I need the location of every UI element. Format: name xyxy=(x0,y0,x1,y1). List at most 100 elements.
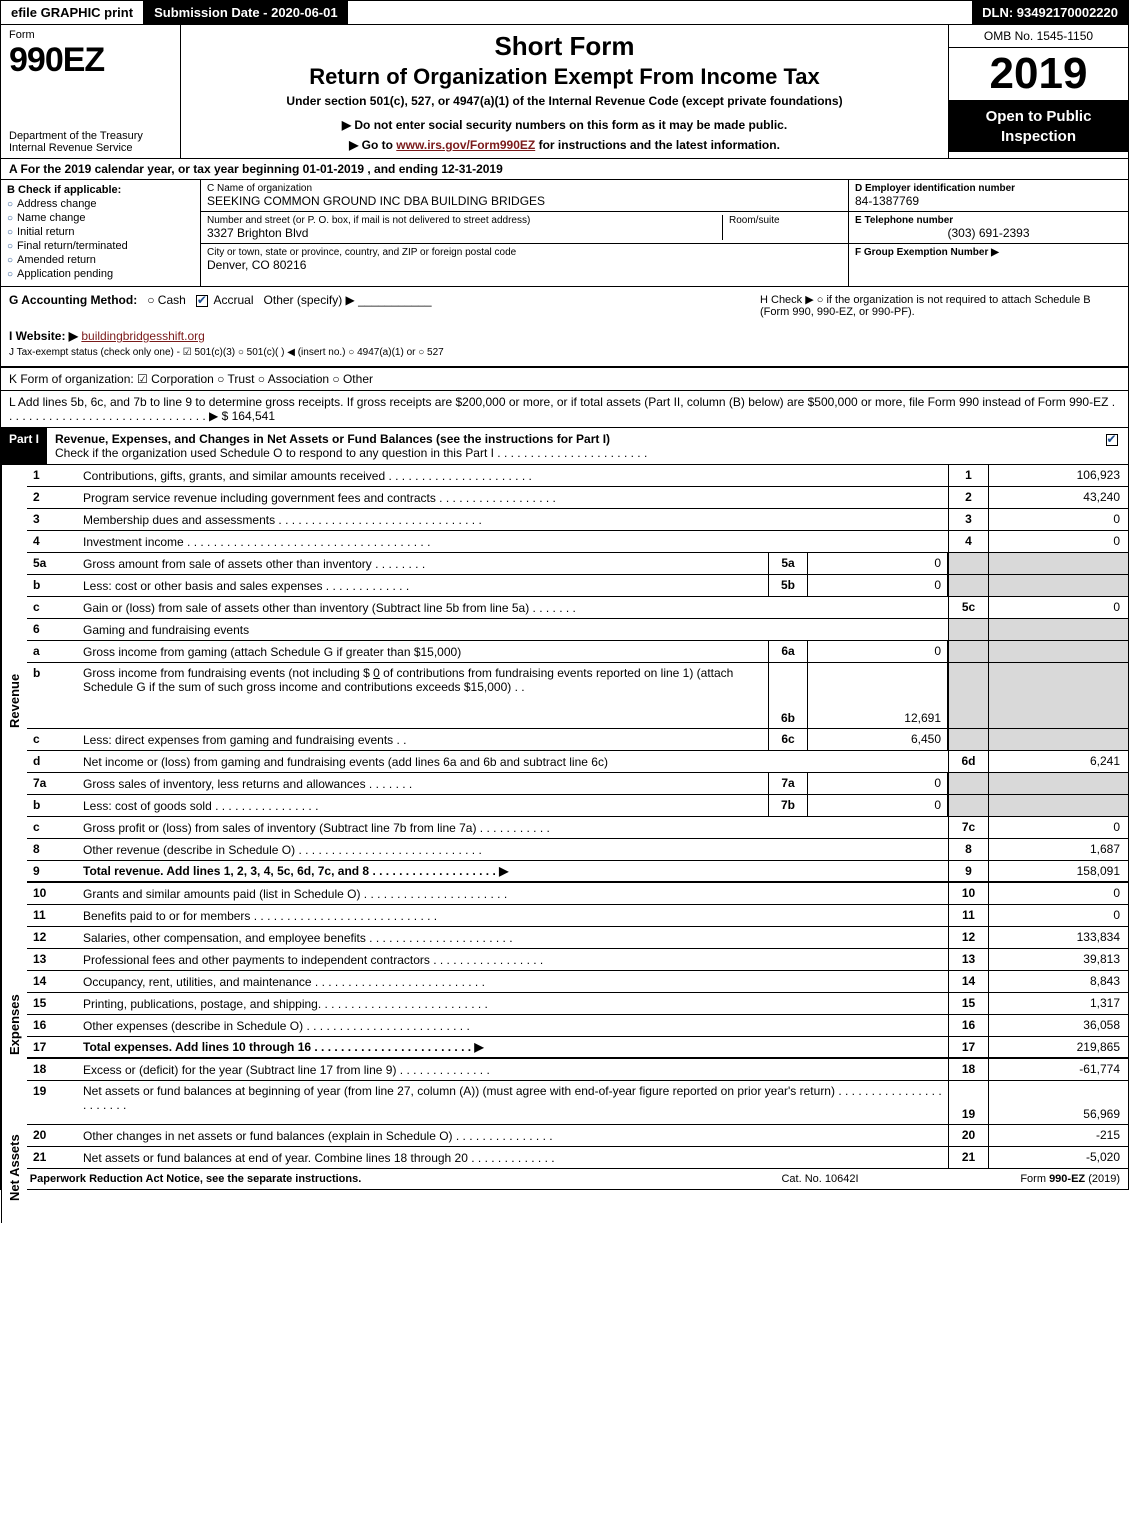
chk-name-change[interactable]: Name change xyxy=(7,212,194,224)
acct-cash[interactable]: Cash xyxy=(158,293,186,307)
website-link[interactable]: buildingbridgesshift.org xyxy=(81,329,204,343)
line-15: 15 Printing, publications, postage, and … xyxy=(1,993,1128,1015)
l7c-num: c xyxy=(27,817,77,838)
line-j: J Tax-exempt status (check only one) - ☑… xyxy=(9,347,1120,358)
l7c-col: 7c xyxy=(948,817,988,838)
street-value: 3327 Brighton Blvd xyxy=(207,226,722,240)
l2-num: 2 xyxy=(27,487,77,508)
footer-right: Form 990-EZ (2019) xyxy=(920,1173,1120,1185)
l17-col: 17 xyxy=(948,1037,988,1057)
chk-amended-return[interactable]: Amended return xyxy=(7,254,194,266)
line-l-amount: 164,541 xyxy=(232,409,275,423)
street-label: Number and street (or P. O. box, if mail… xyxy=(207,215,722,226)
efile-button[interactable]: efile GRAPHIC print xyxy=(1,1,144,24)
line-14: 14 Occupancy, rent, utilities, and maint… xyxy=(1,971,1128,993)
l6d-col: 6d xyxy=(948,751,988,772)
l6a-desc: Gross income from gaming (attach Schedul… xyxy=(77,641,768,662)
line-19: 19 Net assets or fund balances at beginn… xyxy=(1,1081,1128,1125)
line-6d: d Net income or (loss) from gaming and f… xyxy=(1,751,1128,773)
l7a-num: 7a xyxy=(27,773,77,794)
l21-val: -5,020 xyxy=(988,1147,1128,1168)
l9-desc: Total revenue. Add lines 1, 2, 3, 4, 5c,… xyxy=(77,861,948,881)
l7c-desc: Gross profit or (loss) from sales of inv… xyxy=(77,817,948,838)
l16-num: 16 xyxy=(27,1015,77,1036)
l6a-sn: 6a xyxy=(768,641,808,662)
form-header: Form 990EZ Department of the Treasury In… xyxy=(0,25,1129,159)
l12-col: 12 xyxy=(948,927,988,948)
l10-col: 10 xyxy=(948,883,988,904)
line-l-text: L Add lines 5b, 6c, and 7b to line 9 to … xyxy=(9,395,1115,423)
line-1: 1 Contributions, gifts, grants, and simi… xyxy=(1,465,1128,487)
acct-accrual: Accrual xyxy=(214,293,254,307)
chk-initial-return[interactable]: Initial return xyxy=(7,226,194,238)
l20-num: 20 xyxy=(27,1125,77,1146)
l4-col: 4 xyxy=(948,531,988,552)
l18-desc: Excess or (deficit) for the year (Subtra… xyxy=(77,1059,948,1080)
city-label: City or town, state or province, country… xyxy=(207,247,842,258)
dept-line1: Department of the Treasury xyxy=(9,130,172,142)
l5a-val-grey xyxy=(988,553,1128,574)
omb-number: OMB No. 1545-1150 xyxy=(949,25,1128,48)
l6b-col-grey xyxy=(948,663,988,728)
l5a-desc: Gross amount from sale of assets other t… xyxy=(77,553,768,574)
line-h: H Check ▶ ○ if the organization is not r… xyxy=(760,293,1120,318)
line-g-h-i: G Accounting Method: ○ Cash Accrual Othe… xyxy=(1,287,1128,367)
line-7a: 7a Gross sales of inventory, less return… xyxy=(1,773,1128,795)
l4-val: 0 xyxy=(988,531,1128,552)
ein-value: 84-1387769 xyxy=(855,194,1122,208)
l6-desc: Gaming and fundraising events xyxy=(77,619,948,640)
acct-other[interactable]: Other (specify) ▶ xyxy=(264,293,355,307)
chk-address-change[interactable]: Address change xyxy=(7,198,194,210)
part1-header-row: Part I Revenue, Expenses, and Changes in… xyxy=(0,428,1129,465)
l15-desc: Printing, publications, postage, and shi… xyxy=(77,993,948,1014)
line-16: 16 Other expenses (describe in Schedule … xyxy=(1,1015,1128,1037)
part1-checkbox[interactable] xyxy=(1098,428,1128,464)
l6c-num: c xyxy=(27,729,77,750)
section-revenue-label: Revenue xyxy=(1,465,27,937)
l6a-num: a xyxy=(27,641,77,662)
footer-left: For Paperwork Reduction Act Notice, see … xyxy=(9,1173,720,1185)
l5c-val: 0 xyxy=(988,597,1128,618)
l13-num: 13 xyxy=(27,949,77,970)
l16-col: 16 xyxy=(948,1015,988,1036)
l20-val: -215 xyxy=(988,1125,1128,1146)
l15-col: 15 xyxy=(948,993,988,1014)
note-ssn: ▶ Do not enter social security numbers o… xyxy=(191,118,938,132)
page-footer: For Paperwork Reduction Act Notice, see … xyxy=(0,1169,1129,1190)
open-to-public: Open to Public Inspection xyxy=(949,101,1128,152)
l19-val: 56,969 xyxy=(988,1081,1128,1124)
l1-col: 1 xyxy=(948,465,988,486)
l3-desc: Membership dues and assessments . . . . … xyxy=(77,509,948,530)
acct-accrual-checkbox[interactable] xyxy=(196,295,208,307)
l7c-val: 0 xyxy=(988,817,1128,838)
l6c-col-grey xyxy=(948,729,988,750)
submission-date-button[interactable]: Submission Date - 2020-06-01 xyxy=(144,1,348,24)
l18-val: -61,774 xyxy=(988,1059,1128,1080)
l3-val: 0 xyxy=(988,509,1128,530)
l13-col: 13 xyxy=(948,949,988,970)
l7a-val-grey xyxy=(988,773,1128,794)
l10-num: 10 xyxy=(27,883,77,904)
part1-label: Part I xyxy=(1,428,47,464)
l8-val: 1,687 xyxy=(988,839,1128,860)
org-name: SEEKING COMMON GROUND INC DBA BUILDING B… xyxy=(207,194,842,208)
line-2: 2 Program service revenue including gove… xyxy=(1,487,1128,509)
l6c-desc: Less: direct expenses from gaming and fu… xyxy=(77,729,768,750)
l16-desc: Other expenses (describe in Schedule O) … xyxy=(77,1015,948,1036)
l4-desc: Investment income . . . . . . . . . . . … xyxy=(77,531,948,552)
l19-col: 19 xyxy=(948,1081,988,1124)
section-def: D Employer identification number 84-1387… xyxy=(848,180,1128,286)
room-label: Room/suite xyxy=(729,215,842,226)
irs-link[interactable]: www.irs.gov/Form990EZ xyxy=(396,138,535,152)
note-goto-post: for instructions and the latest informat… xyxy=(535,138,780,152)
l13-val: 39,813 xyxy=(988,949,1128,970)
chk-final-return[interactable]: Final return/terminated xyxy=(7,240,194,252)
chk-application-pending[interactable]: Application pending xyxy=(7,268,194,280)
l2-desc: Program service revenue including govern… xyxy=(77,487,948,508)
l5a-col-grey xyxy=(948,553,988,574)
period-row: A For the 2019 calendar year, or tax yea… xyxy=(0,159,1129,180)
l5c-desc: Gain or (loss) from sale of assets other… xyxy=(77,597,948,618)
l6d-num: d xyxy=(27,751,77,772)
line-8: 8 Other revenue (describe in Schedule O)… xyxy=(1,839,1128,861)
line-7b: b Less: cost of goods sold . . . . . . .… xyxy=(1,795,1128,817)
